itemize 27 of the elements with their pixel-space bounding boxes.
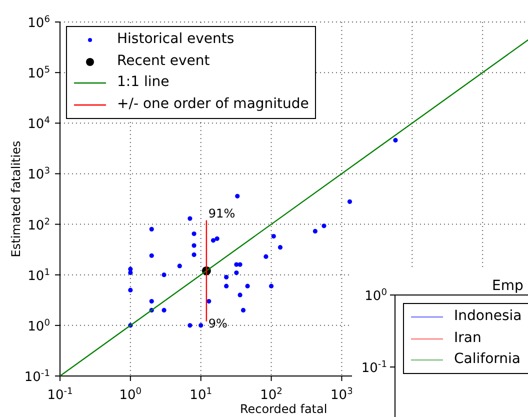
text: Emp [492,278,524,294]
x-tick-label: 10$^{3}$ [330,387,354,403]
legend-label: Indonesia [454,307,522,326]
annotation: 91% [208,206,236,220]
annotation: 10$^{0}$ [364,288,388,304]
legend-label: California [454,350,520,370]
annotation: 9% [208,316,228,330]
y-tick-label: 10$^{-1}$ [24,369,50,385]
x-tick-label: 10$^{-1}$ [47,387,73,403]
annotation: 10$^{-1}$ [361,360,387,376]
y-tick-label: 10$^{4}$ [28,116,50,132]
y-tick-label: 10$^{6}$ [28,15,50,31]
legend-label: Recent event [117,52,210,71]
legend-label: +/- one order of magnitude [117,95,309,114]
x-tick-label: 10$^{1}$ [190,387,212,403]
y-tick-label: 10$^{1}$ [28,268,50,284]
y-tick-label: 10$^{3}$ [28,166,50,183]
x-axis-title: Recorded fatal [240,402,328,416]
legend-label: Historical events [117,30,234,49]
y-axis-title: Estimated fatalities [9,140,23,258]
x-tick-label: 10$^{0}$ [119,387,142,403]
y-tick-label: 10$^{5}$ [28,66,50,82]
x-tick-label: 10$^{2}$ [260,387,282,403]
legend-label: Iran [454,328,482,348]
y-tick-label: 10$^{2}$ [28,217,50,234]
y-tick-label: 10$^{0}$ [28,318,50,334]
legend-label: 1:1 line [117,73,170,92]
